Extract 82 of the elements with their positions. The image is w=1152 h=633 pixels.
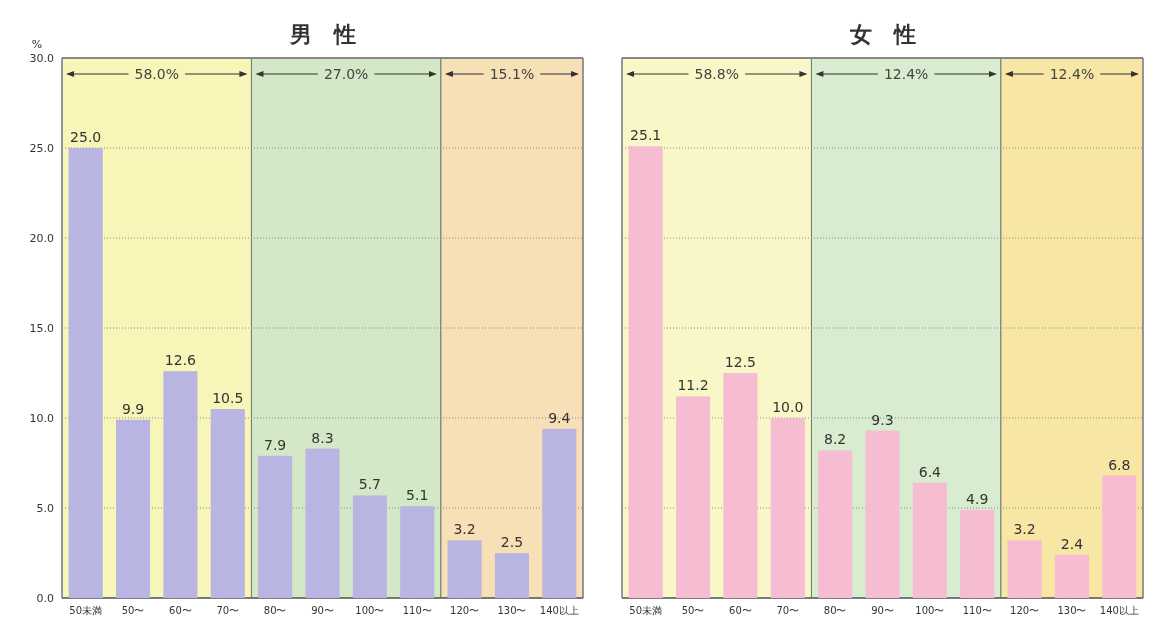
data-label: 6.8 [1108,456,1131,473]
band-label: 27.0% [323,66,369,82]
x-tick-label: 130〜 [1057,605,1087,616]
bar [68,148,103,598]
data-label: 5.7 [358,476,381,493]
bar [210,409,245,598]
band-label: 12.4% [1049,66,1095,82]
data-label: 25.0 [70,129,102,145]
y-tick-label: 15.0 [29,322,54,335]
chart-title: 女 性 [848,22,916,47]
bar [628,146,663,598]
chart-title: 男 性 [288,22,356,47]
data-label: 2.5 [500,534,524,550]
band-label: 15.1% [489,66,535,82]
bar [818,450,853,598]
x-tick-label: 70〜 [776,605,800,616]
x-tick-label: 90〜 [871,605,894,616]
bar [723,373,758,598]
bar [352,495,387,598]
bar [258,455,293,598]
data-label: 8.2 [824,431,847,448]
band-label: 58.0% [134,66,179,82]
bar [676,396,711,598]
data-label: 3.2 [1013,521,1036,538]
data-label: 7.9 [264,436,287,453]
data-label: 10.0 [772,399,804,415]
data-label: 2.4 [1060,535,1084,552]
data-label: 8.3 [311,429,334,446]
y-axis-title: % [31,38,43,51]
data-label: 9.9 [121,400,145,417]
data-label: 25.1 [630,127,662,144]
bar [1007,540,1042,598]
bar [865,430,900,598]
bar [1054,554,1089,598]
x-tick-label: 50〜 [121,605,145,616]
x-tick-label: 80〜 [823,605,847,616]
data-label: 6.4 [918,463,942,480]
x-tick-label: 50未満 [69,605,103,616]
band-label: 58.8% [694,66,739,82]
bar [912,482,947,598]
data-label: 9.4 [548,409,571,426]
y-tick-label: 10.0 [29,412,54,425]
data-label: 4.9 [966,490,989,507]
x-tick-label: 120〜 [450,605,480,616]
data-label: 5.1 [406,487,429,504]
x-tick-label: 110〜 [962,605,992,616]
data-label: 3.2 [453,521,476,538]
bar [494,553,530,598]
data-label: 10.5 [212,390,244,406]
y-tick-label: 25.0 [29,142,54,155]
x-tick-label: 70〜 [216,605,240,616]
bar [1102,475,1137,598]
data-label: 11.2 [677,377,709,394]
x-tick-label: 130〜 [497,605,527,616]
y-tick-label: 5.0 [36,502,54,515]
bar [163,371,198,598]
band-label: 12.4% [883,66,929,82]
data-label: 12.6 [164,352,197,369]
x-tick-label: 50未満 [629,605,663,616]
x-tick-label: 90〜 [311,605,334,616]
bar [400,506,435,598]
x-tick-label: 100〜 [355,605,385,616]
x-tick-label: 140以上 [539,605,579,616]
x-tick-label: 140以上 [1099,605,1139,616]
x-tick-label: 60〜 [169,605,192,616]
bar [542,428,577,598]
bar [770,418,805,598]
bar [960,509,995,598]
x-tick-label: 120〜 [1010,605,1040,616]
x-tick-label: 80〜 [263,605,287,616]
x-tick-label: 50〜 [681,605,705,616]
data-label: 12.5 [724,354,756,370]
bar [447,540,482,598]
bar [305,448,340,598]
x-tick-label: 110〜 [402,605,432,616]
y-tick-label: 30.0 [29,52,54,65]
x-tick-label: 100〜 [915,605,945,616]
y-tick-label: 20.0 [29,232,54,245]
y-tick-label: 0.0 [36,592,54,605]
data-label: 9.3 [871,411,894,428]
bar [116,419,151,598]
x-tick-label: 60〜 [729,605,752,616]
